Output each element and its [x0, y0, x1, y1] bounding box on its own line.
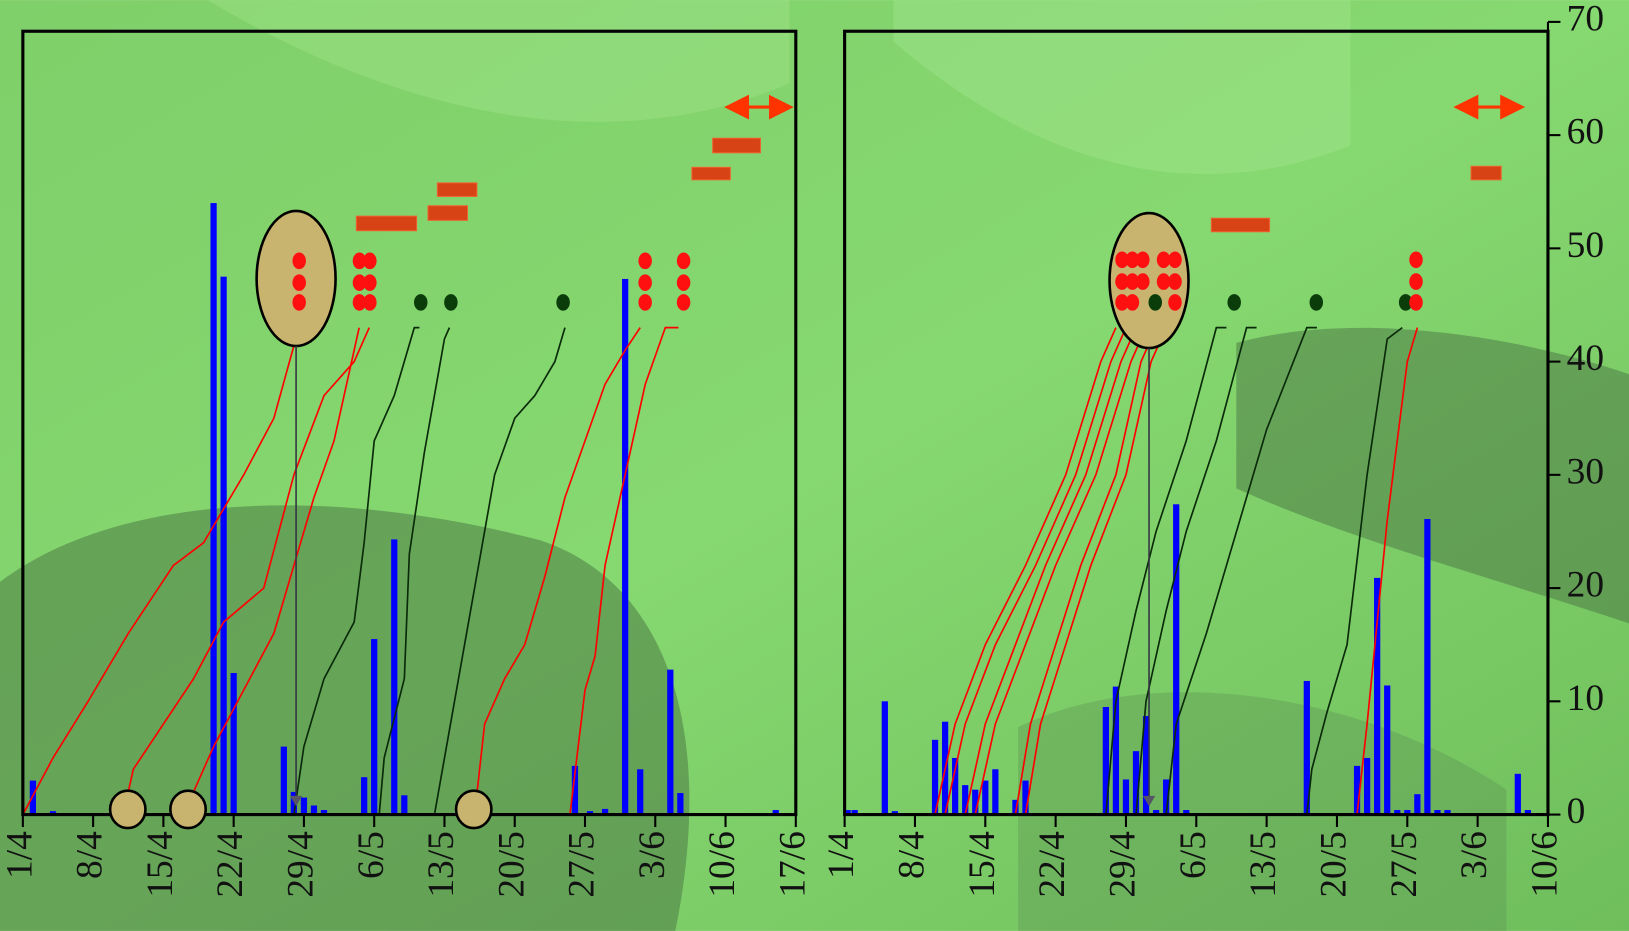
x-tick-label: 17/6: [772, 831, 813, 897]
dot: [1168, 273, 1182, 290]
block-marker: [356, 216, 416, 231]
x-tick-label: 15/4: [140, 831, 181, 898]
dot: [292, 274, 306, 291]
x-tick-label: 6/5: [1173, 831, 1214, 879]
bar: [1414, 794, 1420, 814]
bar: [30, 781, 36, 815]
bar: [231, 673, 237, 815]
dot: [556, 294, 570, 311]
dot: [292, 294, 306, 311]
chart: 1/4 8/4 15/4 22/4 29/4 6/5 13/5 20/5 27/5 3/6 10/6…: [0, 0, 1629, 931]
dot: [414, 294, 428, 311]
highlight-ellipse: [110, 791, 145, 828]
dot: [1409, 294, 1423, 311]
body: 1/4 8/4 15/4 22/4 29/4 6/5 13/5 20/5 27/5 3/6 10/6…: [0, 0, 1629, 931]
x-tick-label: 10/6: [1525, 831, 1566, 897]
bar: [210, 203, 216, 814]
dot: [677, 294, 691, 311]
y-tick-label: 30: [1567, 451, 1604, 492]
x-tick-label: 27/5: [562, 831, 603, 897]
block-marker: [1471, 166, 1501, 180]
bar: [401, 795, 407, 814]
dot: [363, 253, 377, 270]
y-tick-label: 50: [1567, 225, 1604, 266]
x-tick-label: 3/6: [1454, 831, 1495, 879]
x-tick-label: 8/4: [70, 831, 111, 879]
dot: [292, 253, 306, 270]
bar: [667, 670, 673, 815]
dot: [1168, 251, 1182, 268]
dot: [638, 274, 652, 291]
block-marker: [692, 167, 730, 179]
bar: [982, 781, 988, 815]
x-tick-label: 20/5: [491, 831, 532, 897]
highlight-ellipse: [456, 791, 491, 828]
bar: [882, 701, 888, 814]
dot: [1136, 251, 1150, 268]
bar: [992, 769, 998, 814]
dot: [1310, 294, 1324, 311]
x-tick-label: 20/5: [1314, 831, 1355, 897]
dot: [363, 274, 377, 291]
dot: [1136, 273, 1150, 290]
x-tick-label: 22/4: [210, 831, 251, 898]
x-tick-label: 29/4: [281, 831, 322, 898]
block-marker: [437, 183, 476, 197]
bar: [1123, 779, 1129, 814]
x-tick-label: 10/6: [702, 831, 743, 897]
bar: [1173, 504, 1179, 814]
x-tick-label: 1/4: [0, 831, 40, 879]
y-tick-label: 20: [1567, 565, 1604, 606]
x-tick-label: 1/4: [821, 831, 862, 879]
x-tick-label: 13/5: [1243, 831, 1284, 897]
y-tick-label: 60: [1567, 112, 1604, 153]
dot: [363, 294, 377, 311]
bar: [1515, 774, 1521, 815]
dot: [638, 294, 652, 311]
x-tick-label: 8/4: [892, 831, 933, 879]
bar: [1384, 685, 1390, 814]
dot: [1149, 294, 1163, 311]
block-marker: [1211, 218, 1269, 232]
highlight-ellipse: [170, 791, 205, 828]
dot: [677, 274, 691, 291]
x-tick-label: 13/5: [421, 831, 462, 897]
x-tick-label: 3/6: [632, 831, 673, 879]
bar: [361, 777, 367, 814]
bar: [637, 769, 643, 814]
bar: [1424, 519, 1430, 815]
bar: [301, 798, 307, 815]
y-tick-label: 40: [1567, 338, 1604, 379]
bar: [677, 793, 683, 815]
bar: [622, 279, 628, 815]
page: {"chart_data": [ {"type": "combo", "xlim…: [0, 0, 1629, 931]
bar: [1374, 578, 1380, 815]
dot: [638, 253, 652, 270]
x-tick-label: 27/5: [1384, 831, 1425, 897]
bar: [371, 639, 377, 815]
dot: [1227, 294, 1241, 311]
dot: [444, 294, 458, 311]
y-tick-label: 70: [1567, 0, 1604, 39]
dot: [677, 253, 691, 270]
x-tick-label: 29/4: [1103, 831, 1144, 898]
y-tick-label: 0: [1567, 791, 1586, 832]
dot: [1126, 294, 1140, 311]
dot: [1409, 251, 1423, 268]
bar: [281, 747, 287, 815]
block-marker: [428, 206, 467, 221]
bar: [1364, 758, 1370, 815]
x-tick-label: 22/4: [1032, 831, 1073, 898]
block-marker: [713, 138, 761, 153]
x-tick-label: 15/4: [962, 831, 1003, 898]
bar: [962, 785, 968, 814]
bar: [221, 277, 227, 815]
dot: [1409, 273, 1423, 290]
y-tick-label: 10: [1567, 678, 1604, 719]
dot: [1168, 294, 1182, 311]
x-tick-label: 6/5: [351, 831, 392, 879]
bar: [391, 539, 397, 814]
